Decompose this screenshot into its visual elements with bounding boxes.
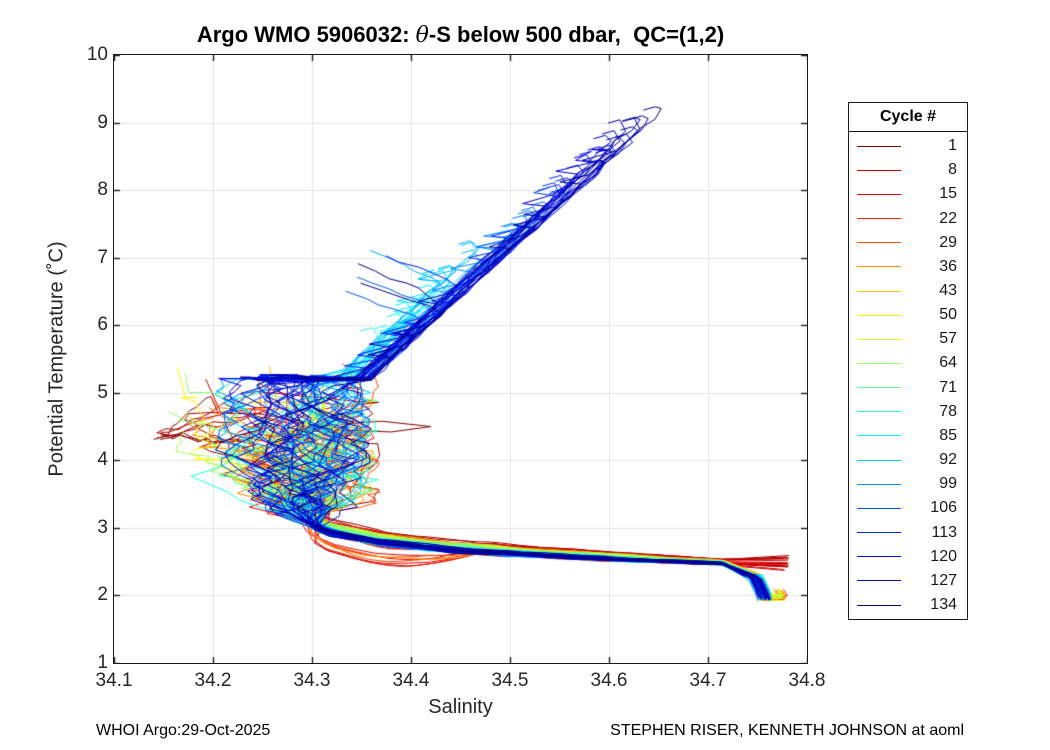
y-tick-label: 3 [97,516,108,538]
y-tick-label: 6 [97,314,108,336]
legend-color-line [857,193,901,195]
legend-item: 22 [849,206,967,230]
legend-item-label: 22 [939,209,957,227]
legend-item-label: 50 [939,306,957,324]
legend-item-label: 92 [939,451,957,469]
legend-color-line [857,218,901,220]
legend-item: 113 [849,521,967,545]
legend-box: Cycle # 1 8 15 22 29 36 43 50 57 64 71 78 85 92 99 106 1… [848,102,968,620]
legend-item: 57 [849,327,967,351]
legend-item: 36 [849,255,967,279]
legend-item-label: 43 [939,282,957,300]
legend-color-line [857,411,901,413]
legend-color-line [857,435,901,437]
x-tick-label: 34.1 [95,670,133,691]
chart-title-suffix: -S below 500 dbar, QC=(1,2) [428,22,725,47]
legend-item: 1 [849,134,967,158]
y-tick-label: 4 [97,449,108,471]
legend-item: 85 [849,424,967,448]
legend-color-line [857,314,901,316]
plot-area [113,54,808,664]
footer-credit-left: WHOI Argo:29-Oct-2025 [96,722,271,739]
legend-item-label: 64 [939,354,957,372]
legend-item: 64 [849,351,967,375]
x-tick-label: 34.6 [590,670,628,691]
x-tick-label: 34.8 [788,670,826,691]
legend-item-label: 113 [931,523,957,541]
x-tick-label: 34.5 [491,670,529,691]
y-tick-label: 2 [97,584,108,606]
legend-item-label: 36 [939,257,957,275]
chart-title: Argo WMO 5906032: θ-S below 500 dbar, QC… [114,22,807,48]
legend-color-line [857,266,901,268]
y-tick-label: 8 [97,179,108,201]
y-tick-label: 9 [97,111,108,133]
legend-color-line [857,532,901,534]
legend-item-label: 99 [939,475,957,493]
legend-item-label: 106 [930,499,957,517]
legend-item: 106 [849,496,967,520]
legend-item-label: 78 [939,402,957,420]
legend-color-line [857,580,901,582]
legend-item-label: 29 [939,233,957,251]
chart-title-prefix: Argo WMO 5906032: [196,22,416,47]
x-tick-label: 34.7 [689,670,727,691]
legend-color-line [857,242,901,244]
legend-item: 15 [849,182,967,206]
legend-item: 99 [849,472,967,496]
legend-item: 127 [849,569,967,593]
legend-item: 134 [849,593,967,617]
legend-item-label: 1 [948,137,957,155]
x-tick-label: 34.2 [194,670,232,691]
x-axis-tick-labels: 34.1 34.2 34.3 34.4 34.5 34.6 34.7 34.8 [96,670,826,694]
legend-item-label: 71 [939,378,957,396]
legend-color-line [857,169,901,171]
legend-color-line [857,556,901,558]
y-tick-label: 5 [97,381,108,403]
legend-item-label: 134 [930,596,957,614]
legend-color-line [857,145,901,147]
legend-color-line [857,483,901,485]
legend-color-line [857,459,901,461]
legend-item: 43 [849,279,967,303]
legend-item: 71 [849,376,967,400]
y-tick-label: 1 [97,652,108,673]
x-tick-label: 34.3 [293,670,331,691]
legend-item-label: 127 [930,571,957,589]
legend-item: 78 [849,400,967,424]
legend-item-label: 8 [948,161,957,179]
x-axis-label: Salinity [428,696,493,718]
legend-item-label: 57 [939,330,957,348]
legend-color-line [857,362,901,364]
legend-item-label: 15 [939,185,957,203]
legend-rows: 1 8 15 22 29 36 43 50 57 64 71 78 85 92 99 106 113 120 127… [849,132,967,619]
y-tick-label: 10 [86,44,108,65]
legend-color-line [857,387,901,389]
legend-color-line [857,604,901,606]
y-axis-tick-labels: 1 2 3 4 5 6 7 8 9 10 [50,44,108,673]
legend-item: 29 [849,231,967,255]
y-tick-label: 7 [97,246,108,268]
legend-color-line [857,507,901,509]
x-tick-label: 34.4 [392,670,430,691]
legend-color-line [857,290,901,292]
legend-item: 92 [849,448,967,472]
legend-color-line [857,338,901,340]
footer-credit-right: STEPHEN RISER, KENNETH JOHNSON at aoml [610,722,964,739]
legend-item-label: 85 [939,426,957,444]
legend-item: 50 [849,303,967,327]
legend-item: 8 [849,158,967,182]
legend-item: 120 [849,545,967,569]
theta-symbol: θ [415,23,429,48]
ts-diagram-canvas [114,55,807,663]
legend-title: Cycle # [849,103,967,132]
legend-item-label: 120 [930,547,957,565]
